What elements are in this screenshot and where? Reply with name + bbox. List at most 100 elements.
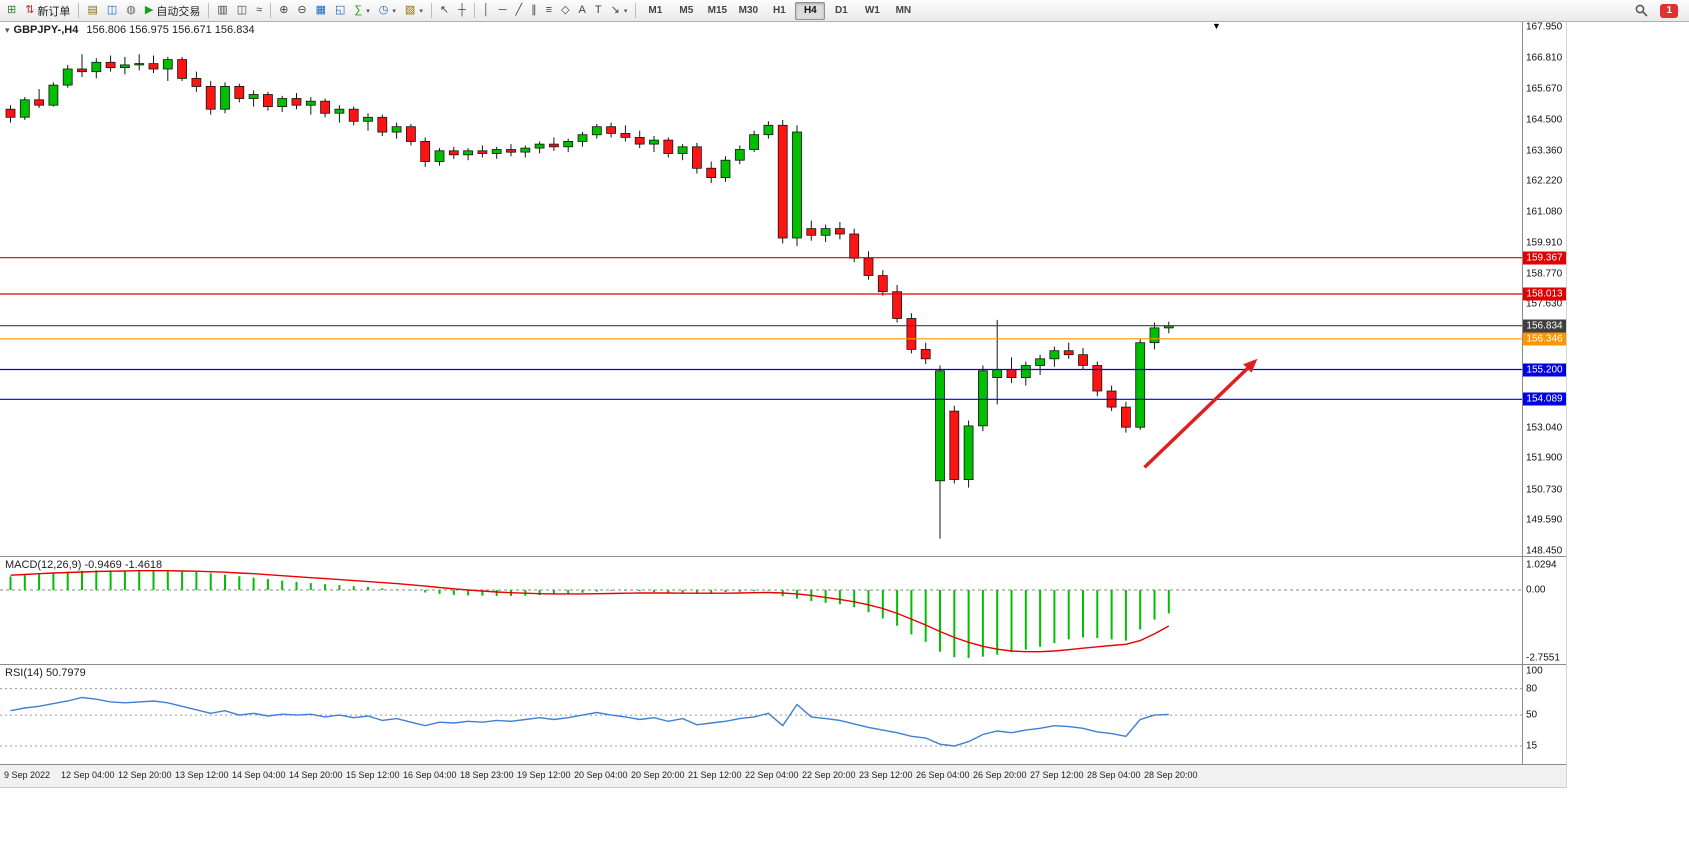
equidistant-channel-button[interactable]: ∥ [527, 1, 541, 21]
arrange-windows-button[interactable]: ◱ [331, 1, 349, 21]
macd-signal-line [10, 569, 1170, 653]
rsi-line [10, 696, 1169, 747]
timeframe-m5-button[interactable]: M5 [679, 5, 694, 16]
price-axis-label: 162.220 [1526, 175, 1563, 187]
time-axis-label: 22 Sep 20:00 [802, 770, 856, 780]
toolbar-separator [78, 3, 80, 18]
rsi-value: 50.7979 [45, 667, 86, 679]
bottom-empty-area [0, 788, 1689, 849]
fibonacci-button[interactable]: ≡ [542, 1, 556, 21]
tile-windows-button[interactable]: ▦ [312, 1, 330, 21]
timeframe-m15-button[interactable]: M15 [707, 5, 728, 16]
price-axis-label: 167.950 [1526, 21, 1563, 33]
price-axis-label: 164.500 [1526, 114, 1563, 126]
time-axis-label: 21 Sep 12:00 [688, 770, 742, 780]
toolbar-separator [270, 3, 272, 18]
timeframe-d1-button[interactable]: D1 [834, 5, 848, 16]
rsi-axis[interactable]: 100 80 50 15 [1522, 665, 1565, 764]
toolbar: ⊞ ⇅ 新订单 ▤ ◫ ◍ ▶ 自动交易 ▥ ◫ ≈ ⊕ ⊖ ▦ ◱ ∑ ▾ ◷ ▾ ▧ ▾ ↖ ┼ │ ─ ╱ ∥ ≡ ◇ A T ↘ ▾ M… [0, 0, 1689, 22]
chart-profiles-button[interactable]: ▤ [83, 1, 101, 21]
navigator-button[interactable]: ◍ [122, 1, 140, 21]
shapes-button[interactable]: ◇ [557, 1, 573, 21]
arrange-windows-icon: ◱ [335, 4, 346, 16]
crosshair-button[interactable]: ┼ [454, 1, 470, 21]
macd-main-value: -0.9469 [84, 559, 122, 571]
time-axis-label: 28 Sep 04:00 [1087, 770, 1141, 780]
time-axis-label: 26 Sep 04:00 [916, 770, 970, 780]
new-order-label: 新订单 [37, 5, 71, 18]
macd-axis-label: 0.00 [1526, 584, 1546, 596]
price-chart[interactable] [0, 22, 1522, 556]
macd-header: MACD(12,26,9) -0.9469 -1.4618 [5, 559, 163, 571]
price-axis-label: 151.900 [1526, 452, 1563, 464]
one-click-trading-toggle[interactable]: ▾ [5, 25, 10, 35]
search-button[interactable] [1631, 1, 1652, 21]
new-chart-button[interactable]: ⊞ [3, 1, 20, 21]
time-axis-label: 19 Sep 12:00 [517, 770, 571, 780]
line-chart-mode-button[interactable]: ≈ [252, 1, 266, 21]
time-axis-label: 9 Sep 2022 [4, 770, 51, 780]
trend-arrow[interactable] [1143, 367, 1249, 469]
chart-profiles-icon: ▤ [87, 4, 98, 16]
auto-trading-label: 自动交易 [156, 5, 201, 18]
zoom-in-button[interactable]: ⊕ [275, 1, 292, 21]
chevron-down-icon: ▾ [392, 7, 396, 15]
rsi-pane[interactable]: RSI(14) 50.7979 100 80 50 15 [0, 665, 1566, 765]
macd-chart[interactable] [0, 557, 1522, 664]
rsi-chart[interactable] [0, 665, 1522, 764]
time-axis[interactable]: 9 Sep 2022 12 Sep 04:00 12 Sep 20:00 13 Sep… [0, 765, 1566, 788]
timeframe-m30-button[interactable]: M30 [738, 5, 759, 16]
chart-title: ▾ GBPJPY-,H4 156.806 156.975 156.671 156.8… [5, 24, 255, 36]
chevron-down-icon: ▾ [419, 7, 423, 15]
templates-button[interactable]: ▧ ▾ [401, 1, 427, 21]
templates-icon: ▧ [404, 4, 416, 16]
price-pane[interactable]: ▾ GBPJPY-,H4 156.806 156.975 156.671 156.8… [0, 22, 1566, 557]
horizontal-line-button[interactable]: ─ [495, 1, 511, 21]
trendline-button[interactable]: ╱ [512, 1, 527, 21]
new-order-icon: ⇅ [25, 4, 35, 16]
price-axis-label: 161.080 [1526, 206, 1563, 218]
toolbar-separator [208, 3, 210, 18]
price-axis-label: 165.670 [1526, 83, 1563, 94]
time-axis-label: 14 Sep 20:00 [289, 770, 343, 780]
zoom-out-button[interactable]: ⊖ [293, 1, 310, 21]
indicators-button[interactable]: ∑ ▾ [350, 1, 373, 21]
time-axis-label: 13 Sep 12:00 [175, 770, 229, 780]
text-label-button[interactable]: T [591, 1, 606, 21]
time-axis-label: 20 Sep 20:00 [631, 770, 685, 780]
arrows-objects-button[interactable]: ↘ ▾ [607, 1, 632, 21]
rsi-axis-label: 50 [1526, 709, 1538, 721]
vertical-line-button[interactable]: │ [479, 1, 494, 21]
cursor-button[interactable]: ↖ [436, 1, 453, 21]
bar-chart-mode-button[interactable]: ▥ [213, 1, 231, 21]
text-button[interactable]: A [575, 1, 590, 21]
trendline-icon: ╱ [515, 4, 523, 16]
timeframe-h4-button[interactable]: H4 [795, 1, 826, 20]
timeframe-w1-button[interactable]: W1 [864, 5, 880, 16]
scroll-to-end-marker[interactable]: ▼ [1212, 21, 1221, 31]
notification-badge[interactable]: 1 [1660, 3, 1678, 18]
time-axis-label: 26 Sep 20:00 [973, 770, 1027, 780]
auto-trading-button[interactable]: ▶ 自动交易 [141, 1, 204, 21]
timeframe-mn-button[interactable]: MN [895, 5, 912, 16]
candlestick-mode-button[interactable]: ◫ [233, 1, 251, 21]
line-chart-mode-icon: ≈ [256, 4, 263, 16]
zoom-in-icon: ⊕ [279, 4, 289, 16]
data-window-button[interactable]: ◫ [103, 1, 121, 21]
macd-axis[interactable]: 1.0294 0.00 -2.7551 [1522, 557, 1565, 664]
timeframe-h1-button[interactable]: H1 [772, 5, 786, 16]
chevron-down-icon: ▾ [366, 7, 370, 15]
new-order-button[interactable]: ⇅ 新订单 [21, 1, 74, 21]
price-tag-154.089: 154.089 [1523, 392, 1566, 406]
price-tag-156.834: 156.834 [1523, 319, 1566, 333]
time-axis-label: 23 Sep 12:00 [859, 770, 913, 780]
symbol-title: GBPJPY-,H4 [13, 24, 79, 36]
right-empty-panel [1566, 22, 1689, 788]
price-axis[interactable]: 167.950 166.810 165.670 164.500 163.360 162.2… [1522, 21, 1566, 556]
time-axis-label: 22 Sep 04:00 [745, 770, 799, 780]
periods-button[interactable]: ◷ ▾ [375, 1, 400, 21]
macd-pane[interactable]: MACD(12,26,9) -0.9469 -1.4618 1.0294 0.00… [0, 557, 1566, 665]
timeframe-m1-button[interactable]: M1 [648, 5, 663, 16]
time-axis-label: 16 Sep 04:00 [403, 770, 457, 780]
ohlc-values: 156.806 156.975 156.671 156.834 [86, 24, 255, 36]
